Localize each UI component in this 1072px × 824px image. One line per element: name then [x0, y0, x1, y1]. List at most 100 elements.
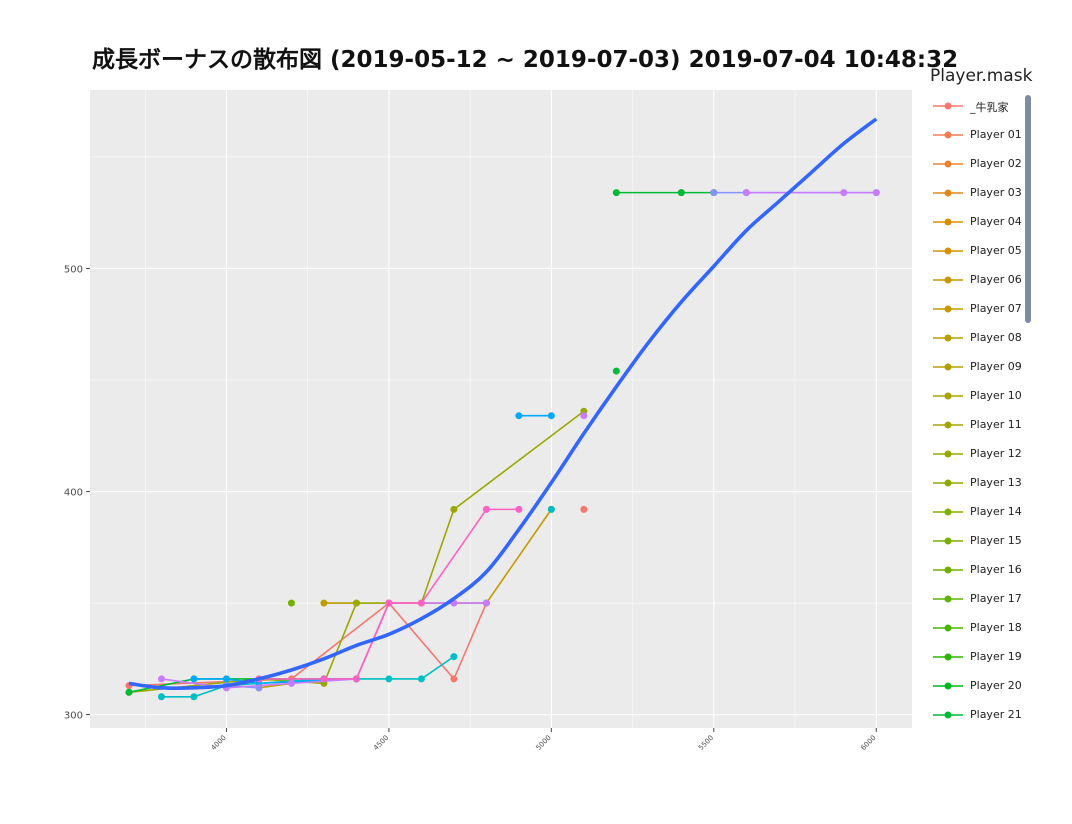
legend-key-icon: [931, 128, 965, 142]
legend-item[interactable]: Player 12: [925, 444, 1030, 464]
data-point[interactable]: [450, 506, 457, 513]
data-point[interactable]: [548, 412, 555, 419]
data-point[interactable]: [418, 675, 425, 682]
data-point[interactable]: [613, 368, 620, 375]
data-point[interactable]: [580, 412, 587, 419]
legend-key-icon: [931, 563, 965, 577]
legend-item[interactable]: Player 03: [925, 183, 1030, 203]
legend-item[interactable]: Player 02: [925, 154, 1030, 174]
legend-key-icon: [931, 302, 965, 316]
legend-key-icon: [931, 650, 965, 664]
legend-item[interactable]: Player 14: [925, 502, 1030, 522]
legend-key-icon: [931, 360, 965, 374]
legend[interactable]: _牛乳家 Player 01 Player 02 Player 03 Player 04…: [925, 92, 1030, 732]
legend-key-icon: [931, 447, 965, 461]
legend-label: Player 06: [970, 273, 1022, 286]
data-point[interactable]: [515, 412, 522, 419]
legend-key-icon: [931, 331, 965, 345]
legend-key-icon: [931, 186, 965, 200]
data-point[interactable]: [190, 693, 197, 700]
legend-item[interactable]: _牛乳家: [925, 96, 1030, 116]
legend-key-icon: [931, 157, 965, 171]
data-point[interactable]: [320, 600, 327, 607]
legend-label: Player 04: [970, 215, 1022, 228]
legend-label: _牛乳家: [970, 99, 1009, 115]
data-point[interactable]: [353, 600, 360, 607]
legend-item[interactable]: Player 09: [925, 357, 1030, 377]
data-point[interactable]: [873, 189, 880, 196]
data-point[interactable]: [483, 506, 490, 513]
legend-key-icon: [931, 99, 965, 113]
data-point[interactable]: [223, 675, 230, 682]
legend-item[interactable]: Player 05: [925, 241, 1030, 261]
legend-label: Player 02: [970, 157, 1022, 170]
legend-item[interactable]: Player 21: [925, 705, 1030, 725]
legend-label: Player 18: [970, 621, 1022, 634]
legend-key-icon: [931, 476, 965, 490]
data-point[interactable]: [483, 600, 490, 607]
data-point[interactable]: [450, 653, 457, 660]
legend-label: Player 07: [970, 302, 1022, 315]
data-point[interactable]: [678, 189, 685, 196]
data-point[interactable]: [450, 675, 457, 682]
legend-item[interactable]: Player 04: [925, 212, 1030, 232]
legend-label: Player 01: [970, 128, 1022, 141]
plot-panel: [90, 90, 912, 728]
legend-item[interactable]: Player 17: [925, 589, 1030, 609]
legend-label: Player 11: [970, 418, 1022, 431]
legend-label: Player 05: [970, 244, 1022, 257]
legend-label: Player 09: [970, 360, 1022, 373]
data-point[interactable]: [385, 675, 392, 682]
x-tick-label: 4500: [372, 734, 390, 752]
legend-item[interactable]: Player 16: [925, 560, 1030, 580]
x-tick-label: 4000: [210, 734, 228, 752]
legend-item[interactable]: Player 08: [925, 328, 1030, 348]
legend-item[interactable]: Player 11: [925, 415, 1030, 435]
data-point[interactable]: [158, 693, 165, 700]
data-point[interactable]: [385, 600, 392, 607]
legend-key-icon: [931, 244, 965, 258]
legend-item[interactable]: Player 15: [925, 531, 1030, 551]
x-tick-label: 5500: [697, 734, 715, 752]
legend-key-icon: [931, 389, 965, 403]
legend-key-icon: [931, 621, 965, 635]
legend-item[interactable]: Player 20: [925, 676, 1030, 696]
legend-item[interactable]: Player 06: [925, 270, 1030, 290]
data-point[interactable]: [548, 506, 555, 513]
legend-item[interactable]: Player 07: [925, 299, 1030, 319]
data-point[interactable]: [580, 506, 587, 513]
data-point[interactable]: [320, 675, 327, 682]
data-point[interactable]: [613, 189, 620, 196]
x-tick-label: 5000: [535, 734, 553, 752]
legend-key-icon: [931, 534, 965, 548]
legend-label: Player 03: [970, 186, 1022, 199]
data-point[interactable]: [288, 680, 295, 687]
legend-key-icon: [931, 505, 965, 519]
legend-label: Player 19: [970, 650, 1022, 663]
data-point[interactable]: [710, 189, 717, 196]
legend-label: Player 10: [970, 389, 1022, 402]
data-point[interactable]: [418, 600, 425, 607]
data-point[interactable]: [515, 506, 522, 513]
data-point[interactable]: [190, 675, 197, 682]
legend-label: Player 08: [970, 331, 1022, 344]
data-point[interactable]: [288, 600, 295, 607]
legend-item[interactable]: Player 18: [925, 618, 1030, 638]
legend-label: Player 17: [970, 592, 1022, 605]
legend-key-icon: [931, 592, 965, 606]
data-point[interactable]: [743, 189, 750, 196]
legend-label: Player 15: [970, 534, 1022, 547]
y-tick-label: 400: [64, 488, 83, 499]
legend-item[interactable]: Player 19: [925, 647, 1030, 667]
data-point[interactable]: [840, 189, 847, 196]
legend-item[interactable]: Player 01: [925, 125, 1030, 145]
legend-key-icon: [931, 708, 965, 722]
legend-label: Player 20: [970, 679, 1022, 692]
legend-item[interactable]: Player 10: [925, 386, 1030, 406]
legend-item[interactable]: Player 13: [925, 473, 1030, 493]
data-point[interactable]: [353, 675, 360, 682]
legend-scrollbar[interactable]: [1025, 95, 1031, 323]
data-point[interactable]: [158, 675, 165, 682]
data-point[interactable]: [125, 689, 132, 696]
